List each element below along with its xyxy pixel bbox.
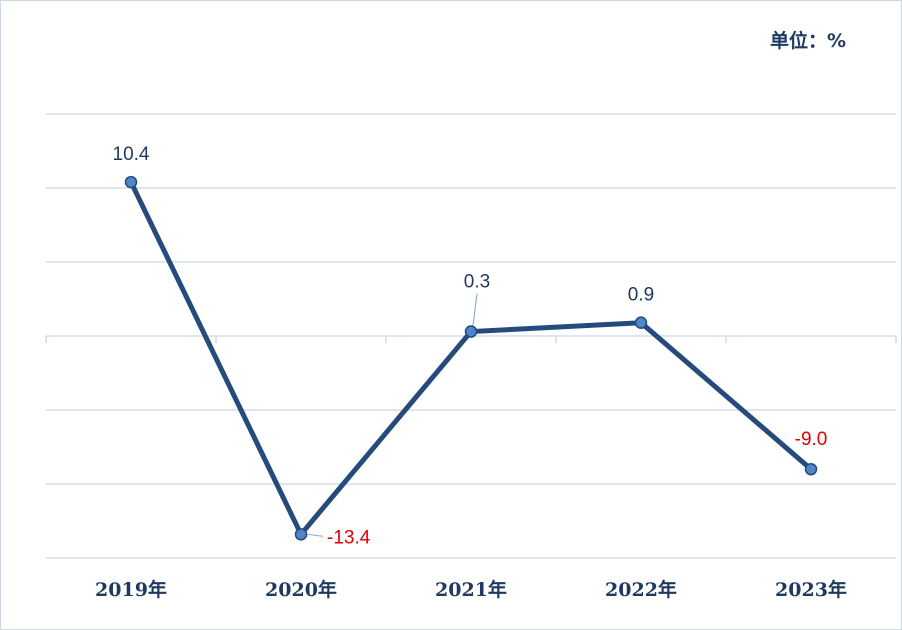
gridlines: [46, 113, 896, 559]
category-label: 2020年: [265, 578, 337, 601]
data-point: [124, 175, 138, 189]
data-point: [464, 325, 478, 338]
data-label: -9.0: [795, 429, 828, 450]
data-label: 0.9: [628, 285, 654, 306]
data-label: -13.4: [327, 527, 371, 548]
data-point: [804, 462, 818, 476]
data-point: [294, 528, 308, 541]
series-line: [128, 179, 814, 537]
unit-label: 单位：%: [770, 30, 847, 52]
data-labels: 10.4 -13.4 0.3 0.9 -9.0: [113, 144, 828, 548]
axis-ticks: [45, 336, 897, 343]
category-labels: 2019年 2020年 2021年 2022年 2023年: [95, 578, 847, 601]
category-label: 2021年: [435, 578, 507, 601]
category-label: 2022年: [605, 578, 677, 601]
data-label: 0.3: [464, 272, 490, 293]
category-label: 2019年: [95, 578, 167, 601]
data-point: [634, 316, 648, 329]
category-label: 2023年: [775, 578, 847, 601]
label-leader: [306, 533, 324, 537]
label-leader: [472, 293, 478, 326]
data-label: 10.4: [113, 144, 150, 165]
markers: [124, 175, 818, 541]
label-leaders: [306, 293, 478, 537]
